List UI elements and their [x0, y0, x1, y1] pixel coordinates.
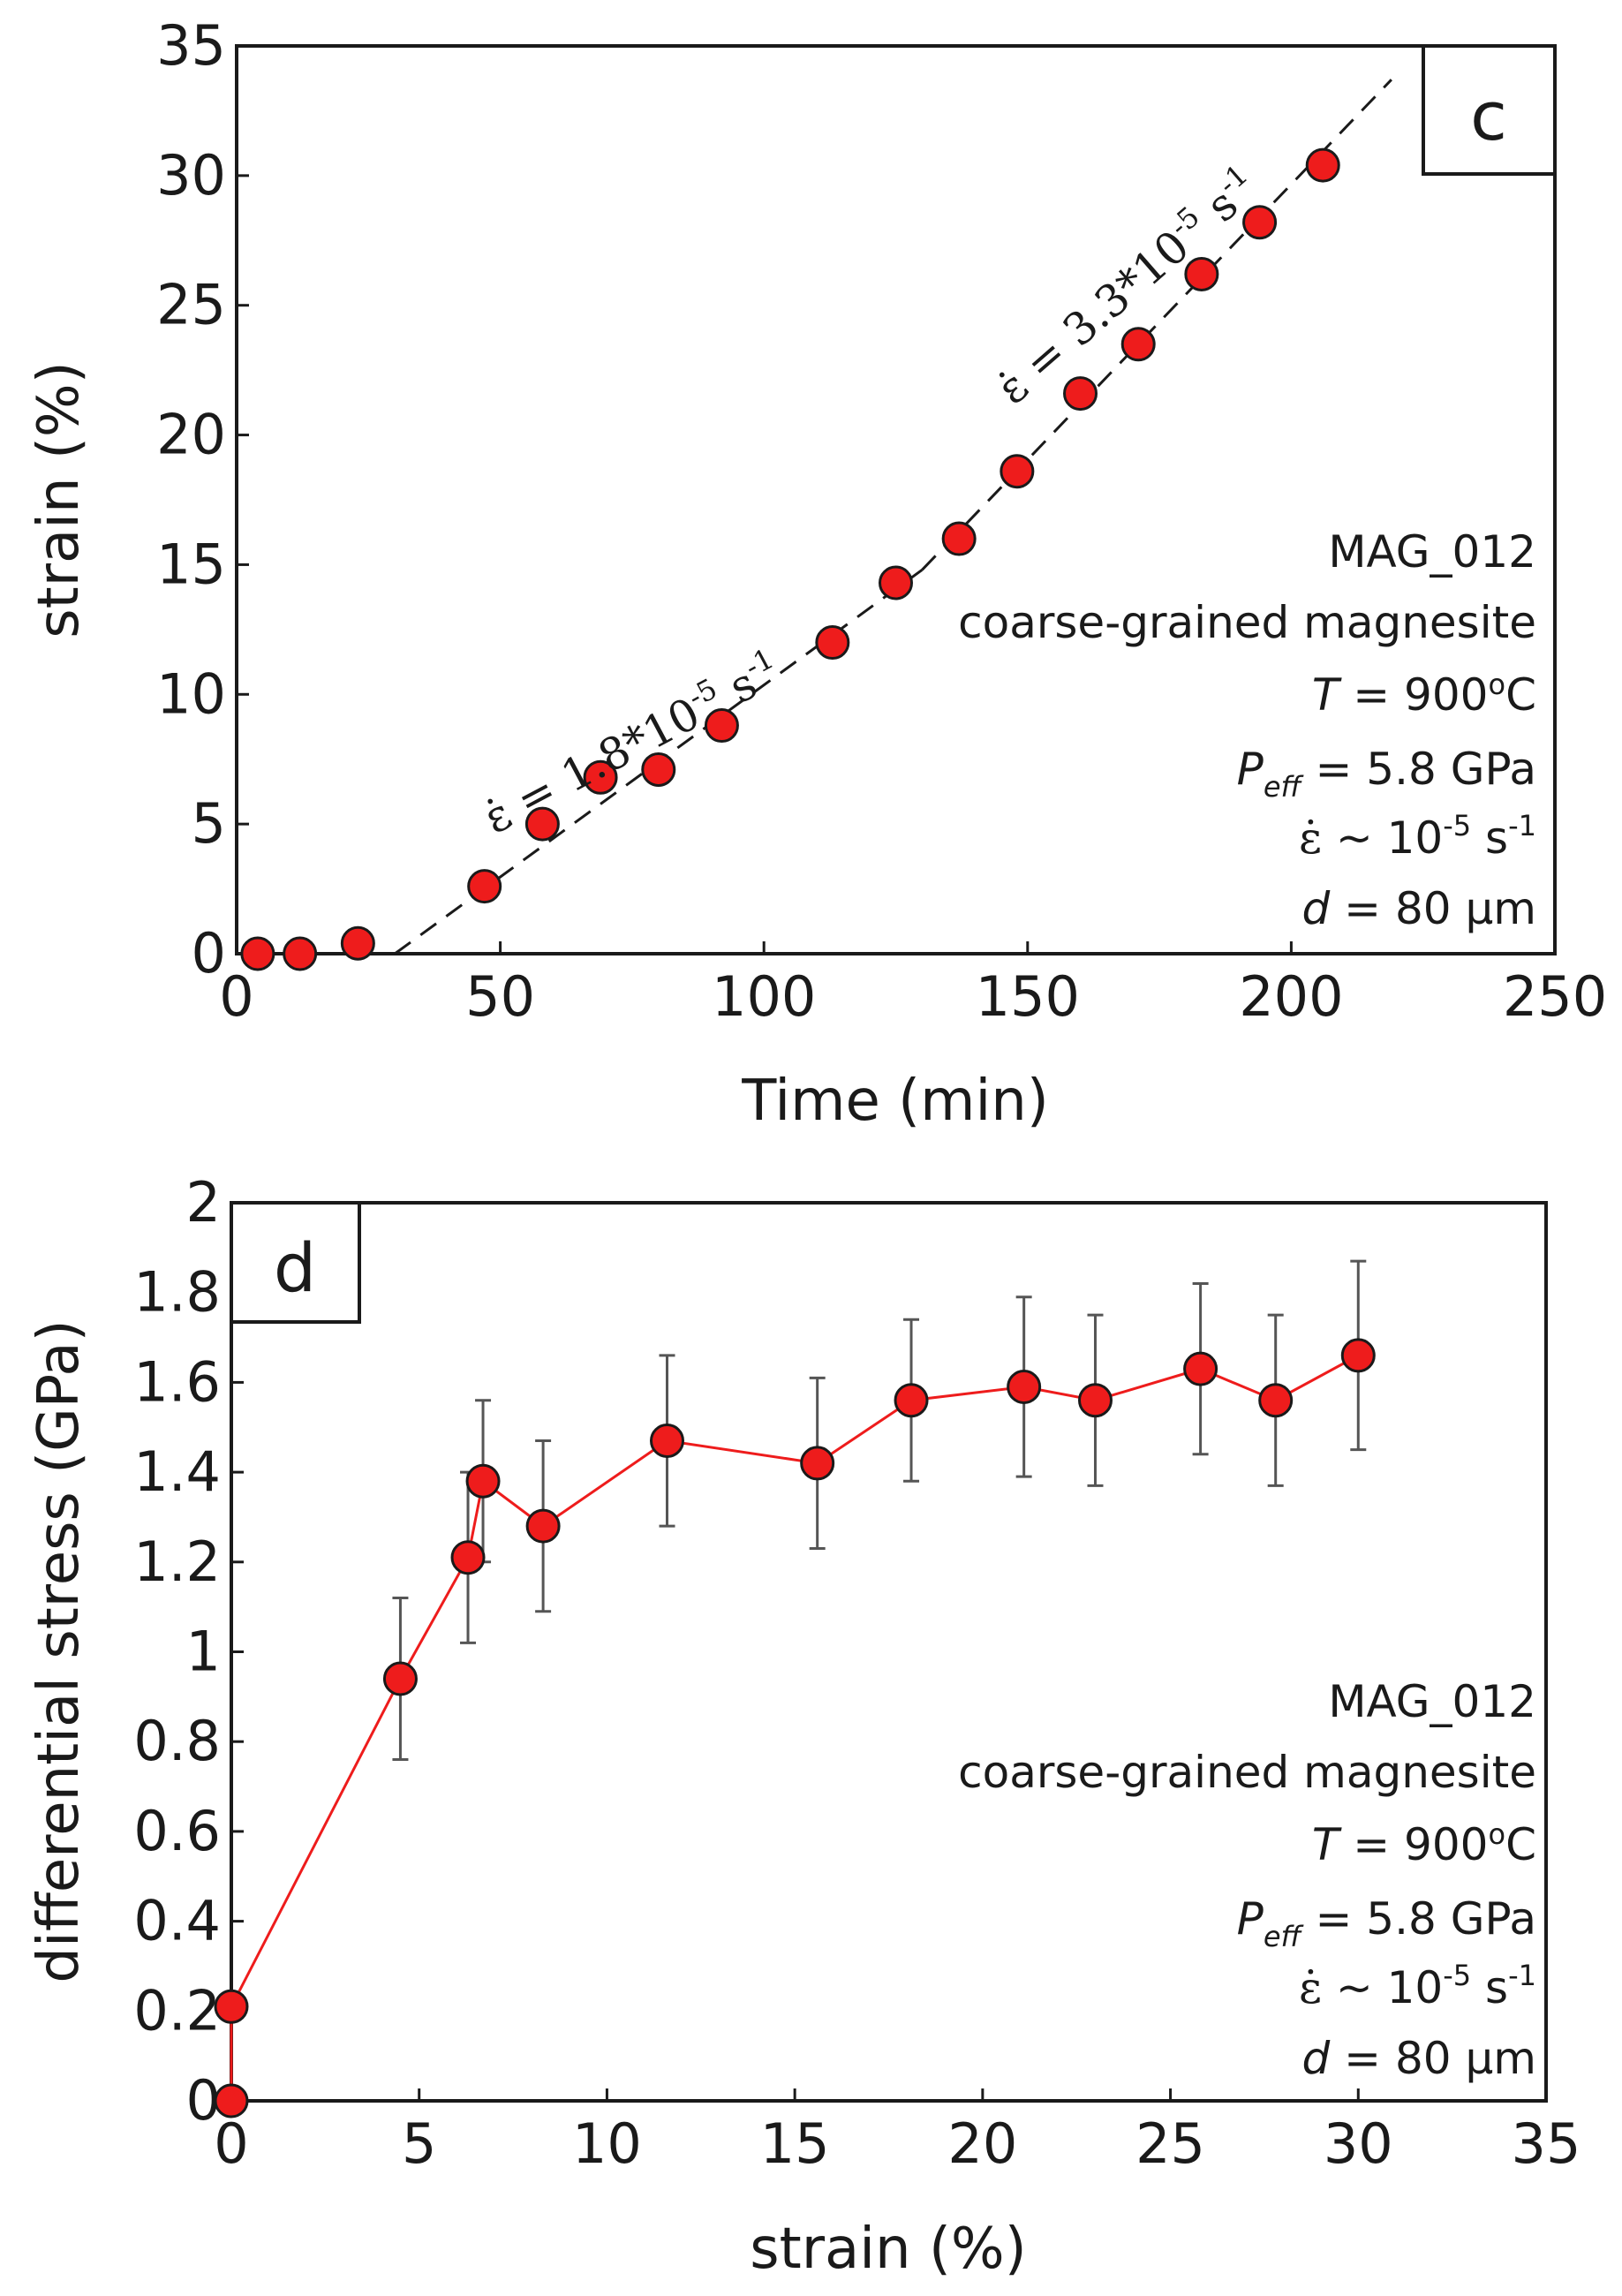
- data-point: [1000, 454, 1035, 489]
- y-tick-label: 0.6: [133, 1799, 221, 1863]
- panel-d-pressure-label: Peff = 5.8 GPa: [1237, 1893, 1536, 1953]
- panel-d-strainrate-label: ε̇ ~ 10-5 s-1: [1299, 1959, 1536, 2013]
- panel-c-slope-annotation-2: ε̇ = 3.3*10-5 s-1: [985, 157, 1268, 414]
- data-point: [1007, 1369, 1042, 1404]
- data-point: [525, 1508, 561, 1544]
- data-point: [382, 1661, 418, 1696]
- data-point: [214, 1989, 249, 2024]
- panel-d-x-axis-title: strain (%): [750, 2217, 1026, 2282]
- panel-c-temperature-label: T = 900oC: [1312, 668, 1536, 721]
- panel-d-data-points: [214, 1338, 1376, 2119]
- panel-c-grainsize-label: d = 80 μm: [1302, 883, 1536, 934]
- data-point: [815, 625, 850, 661]
- x-tick-label: 200: [1239, 964, 1343, 1029]
- panel-c-y-axis-title: strain (%): [26, 361, 92, 638]
- x-tick-label: 50: [465, 964, 535, 1029]
- data-point: [1184, 256, 1219, 291]
- data-point: [467, 869, 502, 904]
- data-point: [704, 708, 739, 744]
- panel-d-connector-line: [230, 1354, 1360, 2101]
- panel-d-axes: 0 5 10 15 20 25 30 3500.20.40.60.811.21.41.61.8…: [133, 1170, 1581, 2176]
- panel-d-y-axis-title: differential stress (GPa): [26, 1319, 92, 1983]
- y-tick-label: 0.4: [133, 1889, 221, 1953]
- panel-d-temperature-label: T = 900oC: [1312, 1817, 1536, 1870]
- data-point: [465, 1463, 501, 1499]
- x-tick-label: 250: [1503, 964, 1607, 1029]
- panel-d-sample-label: MAG_012: [1328, 1676, 1536, 1727]
- panel-c-label-box: c: [1422, 44, 1557, 176]
- y-tick-label: 15: [156, 532, 226, 596]
- data-point: [583, 759, 618, 795]
- y-tick-label: 5: [192, 791, 226, 856]
- data-point: [214, 2083, 249, 2119]
- y-tick-label: 2: [186, 1170, 221, 1235]
- x-tick-label: 150: [976, 964, 1080, 1029]
- data-point: [524, 806, 560, 842]
- data-point: [641, 751, 676, 787]
- y-tick-label: 1.6: [133, 1349, 221, 1414]
- y-tick-label: 25: [156, 273, 226, 337]
- panel-c-annotation-block: MAG_012 coarse-grained magnesite T = 900…: [958, 526, 1536, 934]
- y-tick-label: 30: [156, 143, 226, 208]
- data-point: [450, 1540, 486, 1575]
- y-tick-label: 1: [186, 1620, 221, 1684]
- y-tick-label: 20: [156, 403, 226, 467]
- x-tick-label: 15: [760, 2111, 830, 2176]
- fit-line-2: [921, 79, 1392, 571]
- panel-d-material-label: coarse-grained magnesite: [958, 1747, 1536, 1798]
- data-point: [1063, 376, 1098, 412]
- panel-c-data-points: [240, 147, 1340, 971]
- panel-d-annotation-block: MAG_012 coarse-grained magnesite T = 900…: [958, 1676, 1536, 2084]
- series-line: [230, 1354, 1360, 2101]
- data-point: [1305, 147, 1340, 183]
- panel-c-label: c: [1470, 77, 1507, 155]
- x-tick-label: 30: [1324, 2111, 1393, 2176]
- y-tick-label: 10: [156, 661, 226, 726]
- data-point: [1242, 205, 1278, 240]
- data-point: [1183, 1351, 1218, 1386]
- data-point: [1077, 1383, 1113, 1418]
- data-point: [941, 521, 977, 556]
- panel-d-grainsize-label: d = 80 μm: [1302, 2033, 1536, 2084]
- data-point: [800, 1446, 835, 1481]
- x-tick-label: 25: [1135, 2111, 1205, 2176]
- x-tick-label: 0: [219, 964, 253, 1029]
- panel-c-axes: 0 50 100 150 200 250 0 5 10 15 20 25 30 35: [156, 13, 1607, 1029]
- x-tick-label: 35: [1512, 2111, 1581, 2176]
- panel-d-label-box: d: [230, 1201, 361, 1324]
- x-tick-label: 10: [572, 2111, 642, 2176]
- panel-c-slope-annotation-1: ε̇ = 1.8*10-5 s-1: [474, 641, 789, 843]
- panel-c-strainrate-label: ε̇ ~ 10-5 s-1: [1299, 809, 1536, 864]
- data-point: [649, 1424, 684, 1459]
- y-tick-label: 1.8: [133, 1260, 221, 1325]
- data-point: [340, 925, 375, 961]
- panel-c-plot-frame: [235, 44, 1557, 955]
- y-tick-label: 0.2: [133, 1978, 221, 2043]
- data-point: [879, 565, 913, 600]
- y-tick-label: 35: [156, 13, 226, 78]
- x-tick-label: 100: [712, 964, 816, 1029]
- data-point: [283, 936, 318, 971]
- panel-d-stress-vs-strain: 0 5 10 15 20 25 30 3500.20.40.60.811.21.41.61.8…: [26, 1170, 1581, 2282]
- y-tick-label: 0: [192, 921, 226, 986]
- y-tick-label: 0.8: [133, 1709, 221, 1773]
- data-point: [240, 936, 275, 971]
- y-tick-label: 1.2: [133, 1529, 221, 1594]
- panel-c-material-label: coarse-grained magnesite: [958, 597, 1536, 648]
- panel-c-sample-label: MAG_012: [1328, 526, 1536, 578]
- x-tick-label: 20: [947, 2111, 1017, 2176]
- x-tick-label: 5: [402, 2111, 436, 2176]
- panel-c-x-axis-title: Time (min): [741, 1069, 1049, 1134]
- y-tick-label: 1.4: [133, 1439, 221, 1504]
- data-point: [894, 1383, 929, 1418]
- data-point: [1120, 327, 1156, 362]
- data-point: [1258, 1383, 1294, 1418]
- x-tick-label: 0: [214, 2111, 248, 2176]
- panel-c-strain-vs-time: 0 50 100 150 200 250 0 5 10 15 20 25 30 35 c ε̇ = 1.8…: [26, 13, 1607, 1134]
- panel-c-pressure-label: Peff = 5.8 GPa: [1237, 744, 1536, 804]
- data-point: [1340, 1338, 1376, 1373]
- panel-d-label: d: [274, 1228, 316, 1307]
